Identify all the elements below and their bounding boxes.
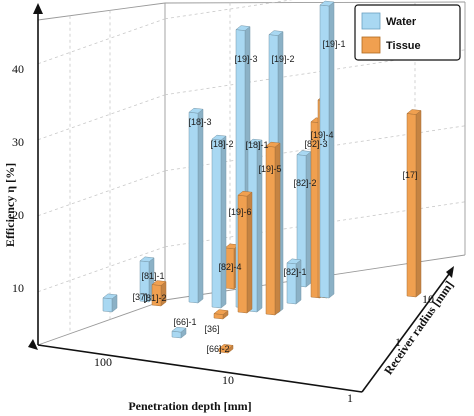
y-tick-label: 10 (422, 292, 434, 306)
bar-water (171, 326, 187, 339)
bar-label: [19]-6 (228, 207, 251, 217)
legend-swatch-tissue (361, 36, 381, 54)
bar-face-top (286, 258, 302, 265)
bar-face-front (102, 297, 113, 313)
bar-tissue (237, 190, 253, 314)
bar-label: [82]-3 (304, 139, 327, 149)
bar-water (296, 150, 312, 288)
axes (28, 3, 454, 393)
z-tick-label: 20 (12, 208, 24, 222)
bar-label: [19]-3 (234, 54, 257, 64)
bar-face-top (265, 141, 281, 148)
top-right-edge (164, 1, 466, 4)
bar-face-top (247, 138, 263, 145)
bar-label: [81]-1 (141, 271, 164, 281)
bar-water (319, 0, 335, 299)
y-axis-line (361, 269, 453, 393)
bar-tissue (406, 109, 422, 298)
z-tick-label: 30 (12, 135, 24, 149)
gridline (37, 18, 166, 65)
bar-face-top (102, 293, 118, 300)
bar-face-top (188, 107, 204, 114)
bar-face-front (406, 113, 417, 298)
bar-label: [18]-1 (245, 140, 268, 150)
bar-face-top (268, 30, 284, 36)
bar-water (188, 107, 204, 304)
bar-label: [37] (132, 292, 147, 302)
legend: Water Tissue (354, 4, 461, 61)
bar-face-top (235, 25, 251, 31)
bar-label: [18]-2 (210, 139, 233, 149)
bar-face-side (305, 151, 312, 288)
bars (102, 0, 422, 354)
bar-face-side (220, 135, 227, 309)
bar-tissue (218, 344, 234, 354)
bar-face-top (218, 344, 234, 350)
bar-label: [81]-2 (143, 293, 166, 303)
x-axis-line (37, 344, 363, 393)
x-tick-label: 100 (94, 355, 112, 369)
bar-label: [82]-4 (218, 262, 241, 272)
gridline (37, 170, 166, 217)
bar-face-top (237, 190, 253, 197)
y-tick-labels: 1 10 (395, 292, 434, 349)
bar-water (211, 134, 227, 309)
bar-label: [19]-2 (271, 54, 294, 64)
bar-tissue (213, 309, 229, 320)
z-axis-title: Efficiency η [%] (3, 163, 17, 247)
bar-face-side (197, 108, 204, 304)
bar-face-top (139, 256, 155, 263)
bar-tissue (265, 141, 281, 316)
bar-water (139, 256, 155, 303)
legend-box (354, 4, 461, 61)
bar-label: [19]-4 (310, 130, 333, 140)
legend-label-tissue: Tissue (386, 40, 421, 52)
x-tick-label: 10 (222, 373, 234, 387)
bar-label: [19]-1 (322, 39, 345, 49)
bar-face-front (188, 111, 199, 304)
x-tick-labels: 100 10 1 (94, 355, 353, 405)
bar-face-top (213, 309, 229, 315)
bar-label: [66]-1 (173, 317, 196, 327)
bar-label: [19]-5 (258, 164, 281, 174)
z-axis-arrow (33, 3, 43, 14)
bar-water (286, 258, 302, 305)
gridline (37, 94, 166, 141)
gridline (37, 246, 166, 293)
bar-tissue (151, 280, 167, 307)
bar-water (102, 293, 118, 313)
bar-label: [18]-3 (188, 117, 211, 127)
bar-face-top (406, 109, 422, 115)
bar-face-top (171, 326, 187, 333)
y-axis-arrow (446, 266, 454, 278)
x-tick-label: 1 (347, 391, 353, 405)
z-tick-label: 10 (12, 281, 24, 295)
bar-face-top (151, 280, 167, 286)
bar-face-top (211, 134, 227, 141)
gridline (164, 0, 294, 20)
y-tick-label: 1 (395, 335, 401, 349)
floor-back-left-edge (37, 299, 166, 346)
bar-label: [17] (402, 170, 417, 180)
bar-labels: [82]-2 [82]-4 [17] [82]-3[19]-4 [19]-1 [81]-1… (132, 39, 417, 354)
bar-label: [82]-1 (283, 267, 306, 277)
bar-face-front (211, 138, 222, 309)
bar-face-top (319, 0, 335, 7)
bar-label: [36] (204, 324, 219, 334)
x-axis-title: Penetration depth [mm] (128, 399, 251, 413)
bar-label: [66]-2 (206, 344, 229, 354)
bar-label: [82]-2 (293, 178, 316, 188)
legend-label-water: Water (386, 16, 417, 28)
top-left-edge (37, 2, 166, 21)
z-tick-label: 40 (12, 62, 24, 76)
bar-face-side (415, 109, 422, 298)
legend-swatch-water (361, 12, 381, 30)
x-axis-arrow (28, 339, 38, 350)
z-tick-labels: 10 20 30 40 (12, 62, 24, 295)
